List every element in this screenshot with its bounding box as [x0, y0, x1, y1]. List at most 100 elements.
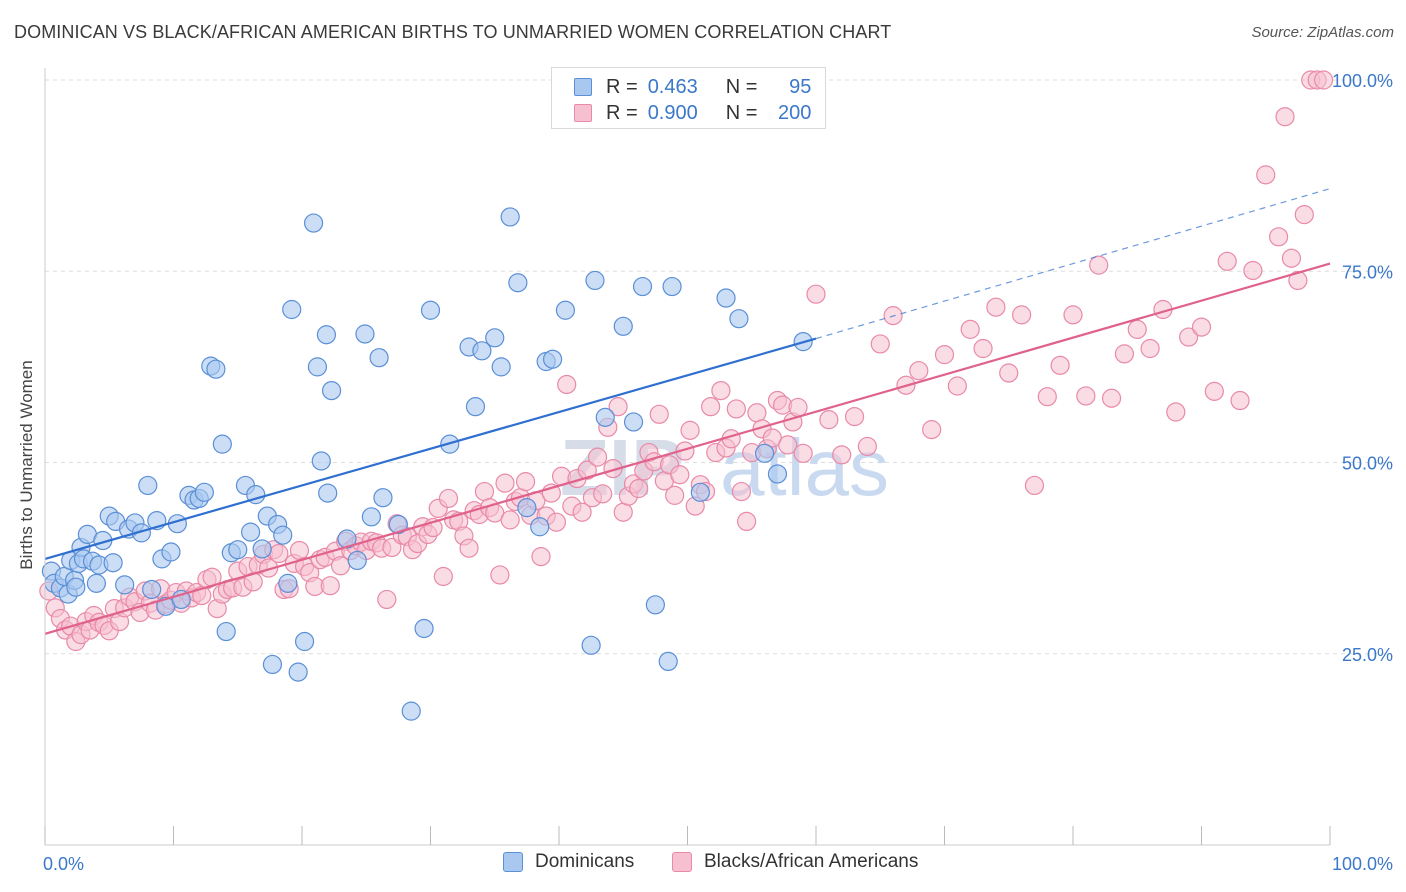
legend-swatch-blue [503, 852, 523, 872]
data-point-blacks [289, 540, 310, 561]
data-point-dominicans [337, 529, 357, 549]
data-point-dominicans [658, 651, 678, 672]
data-point-dominicans [662, 276, 682, 297]
legend-label-blacks: Blacks/African Americans [704, 851, 919, 872]
data-point-blacks [1089, 255, 1109, 275]
data-point-blacks [665, 485, 685, 505]
data-point-dominicans [161, 542, 181, 562]
legend-swatch-blue [574, 78, 592, 96]
trendline-dominicans [44, 337, 817, 560]
data-point-blacks [1294, 205, 1314, 225]
data-point-dominicans [729, 309, 749, 329]
data-point-dominicans [542, 349, 563, 369]
data-point-blacks [731, 481, 752, 502]
data-point-blacks [922, 420, 942, 440]
trendline-blacks [44, 262, 1331, 635]
data-point-dominicans [491, 357, 511, 377]
data-point-dominicans [623, 412, 644, 432]
data-point-blacks [629, 478, 649, 499]
n-label: N = [725, 101, 758, 124]
y-tick-label: 25.0% [1342, 645, 1393, 665]
data-point-blacks [788, 397, 808, 418]
data-point-dominicans [311, 451, 331, 471]
data-point-blacks [1179, 327, 1199, 347]
data-point-blacks [737, 511, 757, 532]
data-point-blacks [947, 376, 967, 396]
data-point-blacks [433, 566, 453, 587]
legend-item-dominicans[interactable]: Dominicans [503, 851, 634, 873]
data-point-blacks [572, 502, 592, 522]
data-point-dominicans [228, 540, 248, 560]
data-point-blacks [459, 538, 479, 558]
data-point-blacks [320, 576, 340, 596]
y-tick-label: 50.0% [1342, 454, 1393, 474]
data-point-dominicans [307, 357, 328, 377]
data-point-dominicans [303, 213, 324, 233]
data-point-blacks [1050, 355, 1070, 375]
data-point-blacks [1256, 165, 1276, 185]
legend-label-dominicans: Dominicans [535, 851, 635, 872]
source-label: Source: ZipAtlas.com [1251, 24, 1394, 41]
stats-row-blacks: R = 0.900 N = 200 [574, 100, 811, 126]
data-point-dominicans [595, 407, 615, 427]
data-point-blacks [258, 558, 279, 578]
stats-legend: R = 0.463 N = 95 R = 0.900 N = 200 [551, 67, 826, 129]
r-label: R = [606, 101, 638, 124]
data-point-dominicans [194, 482, 214, 502]
data-point-dominicans [369, 348, 389, 368]
data-point-dominicans [252, 539, 272, 559]
data-point-blacks [1037, 387, 1057, 407]
data-point-dominicans [500, 207, 520, 227]
data-point-blacks [377, 589, 397, 610]
legend-item-blacks[interactable]: Blacks/African Americans [672, 851, 918, 873]
n-value: 200 [778, 101, 812, 124]
data-point-dominicans [401, 701, 421, 721]
data-point-blacks [806, 284, 826, 304]
data-point-blacks [1275, 107, 1295, 127]
data-point-blacks [973, 338, 993, 359]
data-point-blacks [1281, 248, 1302, 268]
data-point-dominicans [355, 324, 375, 344]
y-tick-label: 75.0% [1342, 262, 1393, 282]
data-point-dominicans [767, 464, 788, 484]
data-point-blacks [531, 546, 551, 567]
data-point-blacks [857, 436, 878, 457]
data-point-dominicans [66, 577, 86, 597]
data-point-blacks [1268, 227, 1289, 247]
stats-row-dominicans: R = 0.463 N = 95 [574, 74, 811, 100]
data-point-dominicans [216, 621, 236, 642]
data-point-blacks [593, 484, 613, 504]
series-legend: Dominicans Blacks/African Americans [0, 851, 1406, 877]
data-point-dominicans [115, 575, 135, 595]
n-label: N = [725, 75, 758, 98]
data-point-dominicans [318, 483, 338, 503]
data-point-blacks [557, 374, 577, 395]
data-point-blacks [613, 502, 633, 522]
n-value: 95 [789, 75, 812, 98]
data-point-blacks [649, 404, 669, 424]
data-point-blacks [1191, 317, 1212, 337]
data-point-blacks [711, 380, 731, 401]
trendline-dominicans-extension [815, 188, 1331, 340]
data-point-blacks [382, 537, 402, 558]
data-point-blacks [670, 465, 690, 485]
data-point-dominicans [262, 654, 283, 675]
data-point-blacks [1217, 251, 1237, 271]
data-point-blacks [1063, 305, 1083, 325]
data-point-dominicans [472, 341, 492, 361]
data-point-dominicans [420, 300, 441, 320]
data-point-dominicans [273, 525, 293, 545]
data-point-blacks [474, 481, 495, 502]
data-point-dominicans [347, 550, 367, 571]
r-value: 0.463 [647, 75, 698, 98]
legend-swatch-pink [672, 852, 692, 872]
data-point-blacks [1114, 344, 1135, 364]
data-point-dominicans [754, 443, 775, 463]
data-point-dominicans [282, 299, 302, 320]
data-point-blacks [726, 399, 746, 419]
data-point-blacks [680, 420, 700, 440]
chart-title: DOMINICAN VS BLACK/AFRICAN AMERICAN BIRT… [14, 22, 892, 42]
data-point-dominicans [316, 325, 337, 345]
data-point-dominicans [414, 618, 434, 639]
